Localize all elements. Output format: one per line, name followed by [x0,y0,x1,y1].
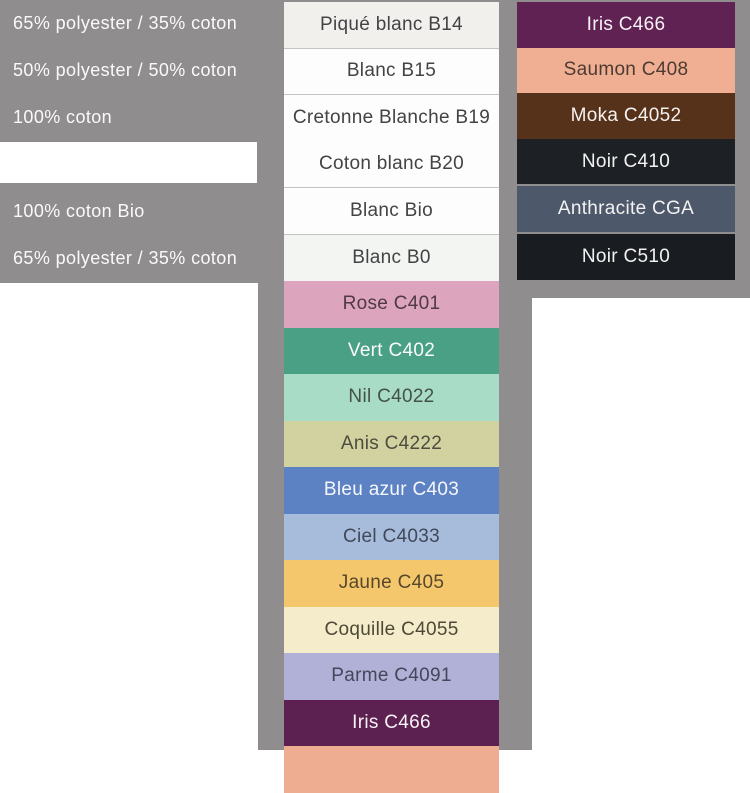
swatch-label: Piqué blanc B14 [320,13,463,35]
swatch-iris-c466: Iris C466 [517,2,735,48]
swatch-label: Coton blanc B20 [319,153,464,175]
swatch-label: Iris C466 [352,711,431,733]
swatch-nil-c4022: Nil C4022 [284,374,499,421]
swatch-label: Ciel C4033 [343,525,440,547]
swatch-noir-c510: Noir C510 [517,233,735,280]
swatch-label: Noir C410 [581,150,671,172]
composition-label-50-polyester-50-coton-1: 50% polyester / 50% coton [13,60,238,80]
swatch-label: Parme C4091 [331,665,452,687]
swatch-label: Saumon C408 [563,59,689,81]
swatch-jaune-c405: Jaune C405 [284,560,499,607]
swatch-blanc-bio: Blanc Bio [284,188,499,235]
swatch-label: Anthracite CGA [557,198,695,220]
swatch-label: Blanc Bio [350,199,433,221]
swatch-label: Iris C466 [586,13,666,35]
composition-label-65-polyester-35-coton-4: 65% polyester / 35% coton [13,248,238,268]
composition-label-65-polyester-35-coton-0: 65% polyester / 35% coton [13,13,238,33]
swatch-blanc-b0: Blanc B0 [284,234,499,281]
swatch-partial-bottom-row [284,746,499,793]
swatch-label: Vert C402 [347,339,436,361]
swatch-label: Bleu azur C403 [323,479,460,501]
swatch-label: Noir C510 [581,245,671,267]
swatch-iris-c466: Iris C466 [284,699,499,746]
swatch-label: Coquille C4055 [324,618,459,640]
swatch-label: Moka C4052 [570,104,682,126]
left-panel-white-gap [0,142,257,183]
swatch-label: Cretonne Blanche B19 [292,107,491,129]
swatch-blanc-b15: Blanc B15 [284,48,499,95]
swatch-label: Nil C4022 [348,386,435,408]
swatch-label: Anis C4222 [340,432,443,454]
swatch-pique-blanc-b14: Piqué blanc B14 [284,2,499,49]
left-gray-panel: 65% polyester / 35% coton 50% polyester /… [0,0,258,283]
swatch-bleu-azur-c403: Bleu azur C403 [284,467,499,514]
swatch-parme-c4091: Parme C4091 [284,653,499,700]
right-swatch-column: Iris C466 Saumon C408 Moka C4052 Noir C410 A… [517,2,735,280]
swatch-label: Jaune C405 [338,572,445,594]
swatch-anis-c4222: Anis C4222 [284,420,499,467]
swatch-coquille-c4055: Coquille C4055 [284,606,499,653]
swatch-vert-c402: Vert C402 [284,327,499,374]
composition-label-100-coton-bio-3: 100% coton Bio [13,201,145,221]
composition-label-100-coton-2: 100% coton [13,107,113,127]
swatch-ciel-c4033: Ciel C4033 [284,513,499,560]
middle-swatch-column: Piqué blanc B14 Blanc B15 Cretonne Blanche… [284,2,499,793]
swatch-cretonne-blanche-b19: Cretonne Blanche B19 [284,95,499,142]
swatch-label: Rose C401 [342,293,441,315]
swatch-moka-c4052: Moka C4052 [517,93,735,139]
swatch-rose-c401: Rose C401 [284,281,499,328]
swatch-noir-c410: Noir C410 [517,138,735,185]
swatch-anthracite-cga: Anthracite CGA [517,186,735,232]
swatch-label: Blanc B0 [352,246,431,268]
swatch-saumon-c408: Saumon C408 [517,47,735,94]
swatch-coton-blanc-b20: Coton blanc B20 [284,141,499,188]
swatch-label: Blanc B15 [346,60,437,82]
